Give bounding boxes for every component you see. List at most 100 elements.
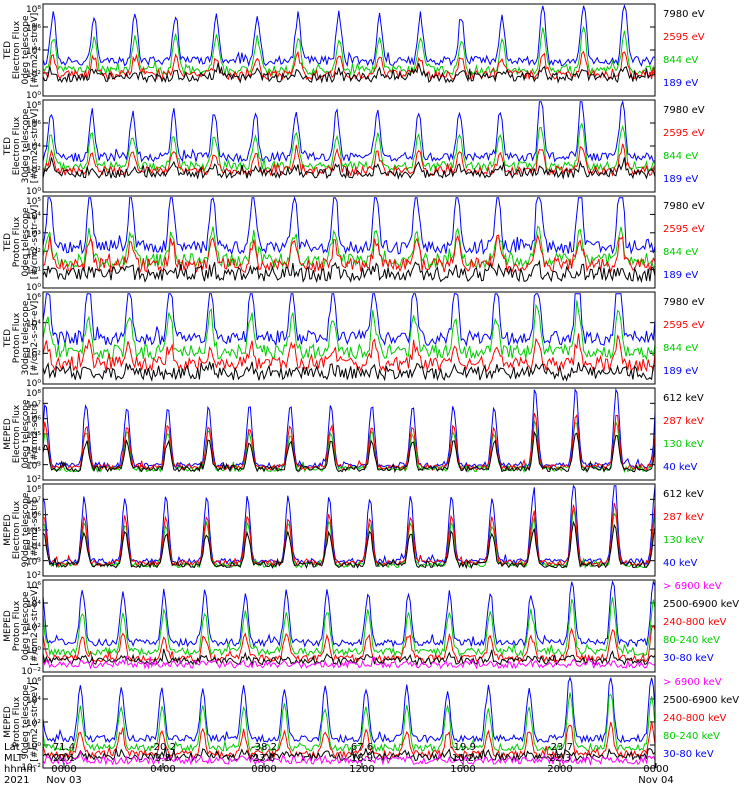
y-tick-label: 10⁸ — [26, 389, 41, 399]
legend-entry: 2595 eV — [663, 224, 705, 235]
y-tick-label: 10⁰ — [26, 379, 41, 389]
plot-frame — [42, 483, 656, 577]
legend-entry: 30-80 keV — [663, 653, 714, 664]
plot-frame — [42, 195, 656, 289]
y-tick-label: 10⁻² — [21, 667, 41, 677]
y-axis-label-line: [#/cm2-s-str-eV] — [30, 13, 40, 88]
axis-hhmm-label: 1200 — [349, 764, 374, 775]
y-axis-label-line: TED — [3, 329, 13, 348]
legend-entry: 240-800 keV — [663, 713, 727, 724]
y-tick-label: 10⁶ — [26, 24, 41, 34]
plot-area — [43, 484, 655, 576]
series-line — [42, 25, 656, 77]
legend-entry: 80-240 keV — [663, 635, 720, 646]
y-axis-label-line: [#/cm2-s-str-eV] — [30, 205, 40, 280]
series-line — [42, 747, 656, 763]
legend-entry: 40 keV — [663, 558, 697, 569]
y-tick-label: 10³ — [26, 462, 41, 472]
y-axis-label-line: TED — [3, 137, 13, 156]
y-tick-label: 10⁶ — [26, 120, 41, 130]
axis-lat-label: 67.6 — [351, 742, 373, 753]
series-line — [42, 413, 656, 472]
series-line — [42, 196, 656, 256]
y-tick-label: 10⁶ — [26, 677, 41, 687]
legend-entry: 287 keV — [663, 416, 704, 427]
series-line — [42, 579, 656, 648]
panel-3: 10⁵ 10⁴ 10³ 10² 10¹ 10⁰ TED Proton Flux 0deg tel… — [3, 195, 705, 293]
legend-entry: 80-240 keV — [663, 731, 720, 742]
y-axis-label-line: Proton Flux — [12, 312, 22, 363]
y-tick-label: 10⁴ — [26, 696, 41, 706]
legend-entry: 7980 eV — [663, 297, 705, 308]
axis-hhmm-label: 0000 — [51, 764, 76, 775]
y-tick-label: 10⁶ — [26, 416, 41, 426]
axis-row-label: 2021 — [4, 775, 29, 786]
series-line — [42, 99, 656, 164]
series-line — [42, 721, 656, 760]
series-line — [42, 430, 656, 474]
y-tick-label: 10² — [26, 623, 41, 633]
legend-entry: 7980 eV — [663, 105, 705, 116]
series-line — [42, 4, 656, 68]
y-tick-label: 10⁷ — [26, 496, 41, 506]
axis-lat-label: 71.4 — [53, 742, 75, 753]
legend-entry: 189 eV — [663, 270, 698, 281]
legend-entry: 30-80 keV — [663, 749, 714, 760]
y-tick-label: 10² — [26, 350, 41, 360]
legend-entry: 240-800 keV — [663, 617, 727, 628]
axis-hhmm-label: 1600 — [450, 764, 475, 775]
axis-mlt-label: 9.8 — [155, 753, 171, 764]
y-tick-label: 10³ — [26, 230, 41, 240]
y-tick-label: 10⁰ — [26, 187, 41, 197]
y-tick-label: 10⁴ — [26, 47, 41, 57]
axis-lat-label: -20.2 — [150, 742, 176, 753]
axis-date-label: Nov 03 — [46, 775, 81, 786]
y-axis-label-line: 30deg telescope — [21, 300, 31, 375]
y-tick-label: 10⁰ — [26, 742, 41, 752]
y-axis-label-line: Proton Flux — [12, 600, 22, 651]
y-tick-label: 10³ — [26, 558, 41, 568]
y-tick-label: 10⁻² — [21, 763, 41, 773]
y-tick-label: 10⁴ — [26, 446, 41, 456]
axis-lat-label: -23.7 — [547, 742, 573, 753]
axis-hhmm-label: 0400 — [150, 764, 175, 775]
series-line — [42, 122, 656, 173]
series-line — [42, 597, 656, 658]
panel-4: 10⁶ 10⁴ 10² 10⁰ TED Proton Flux 30deg telescop… — [3, 291, 705, 389]
y-tick-label: 10⁴ — [26, 600, 41, 610]
legend-entry: > 6900 keV — [663, 677, 722, 688]
y-axis-label-line: MEPED — [3, 418, 13, 450]
y-axis-label-line: TED — [3, 233, 13, 252]
y-tick-label: 10² — [26, 70, 41, 80]
y-axis-label-line: [#/cm2-s-str-eV] — [30, 301, 40, 376]
y-axis-label-line: 90deg telescope — [21, 684, 31, 759]
y-tick-label: 10⁴ — [26, 143, 41, 153]
y-tick-label: 10⁰ — [26, 646, 41, 656]
legend-entry: 189 eV — [663, 366, 698, 377]
plot-area — [43, 580, 655, 672]
axis-hhmm-label: 0000 — [643, 764, 668, 775]
y-axis-label-line: 0deg telescope — [21, 399, 31, 469]
legend-entry: > 6900 keV — [663, 581, 722, 592]
legend-entry: 7980 eV — [663, 9, 705, 20]
legend-entry: 844 eV — [663, 55, 698, 66]
legend-entry: 40 keV — [663, 462, 697, 473]
legend-entry: 844 eV — [663, 343, 698, 354]
y-tick-label: 10¹ — [26, 267, 41, 277]
legend-entry: 2595 eV — [663, 32, 705, 43]
axis-hhmm-label: 2000 — [547, 764, 572, 775]
series-line — [42, 676, 656, 744]
legend-entry: 612 keV — [663, 489, 704, 500]
legend-entry: 2500-6900 keV — [663, 599, 739, 610]
y-axis-label-line: Proton Flux — [12, 696, 22, 747]
y-axis-label-line: 0deg telescope — [21, 15, 31, 85]
y-axis-label-line: MEPED — [3, 610, 13, 642]
series-line — [42, 750, 656, 767]
y-axis-label-line: [#/cm2-s-str] — [30, 404, 40, 464]
plot-frame — [42, 387, 656, 481]
legend-entry: 189 eV — [663, 78, 698, 89]
y-axis-label-line: Electron Flux — [12, 500, 22, 559]
